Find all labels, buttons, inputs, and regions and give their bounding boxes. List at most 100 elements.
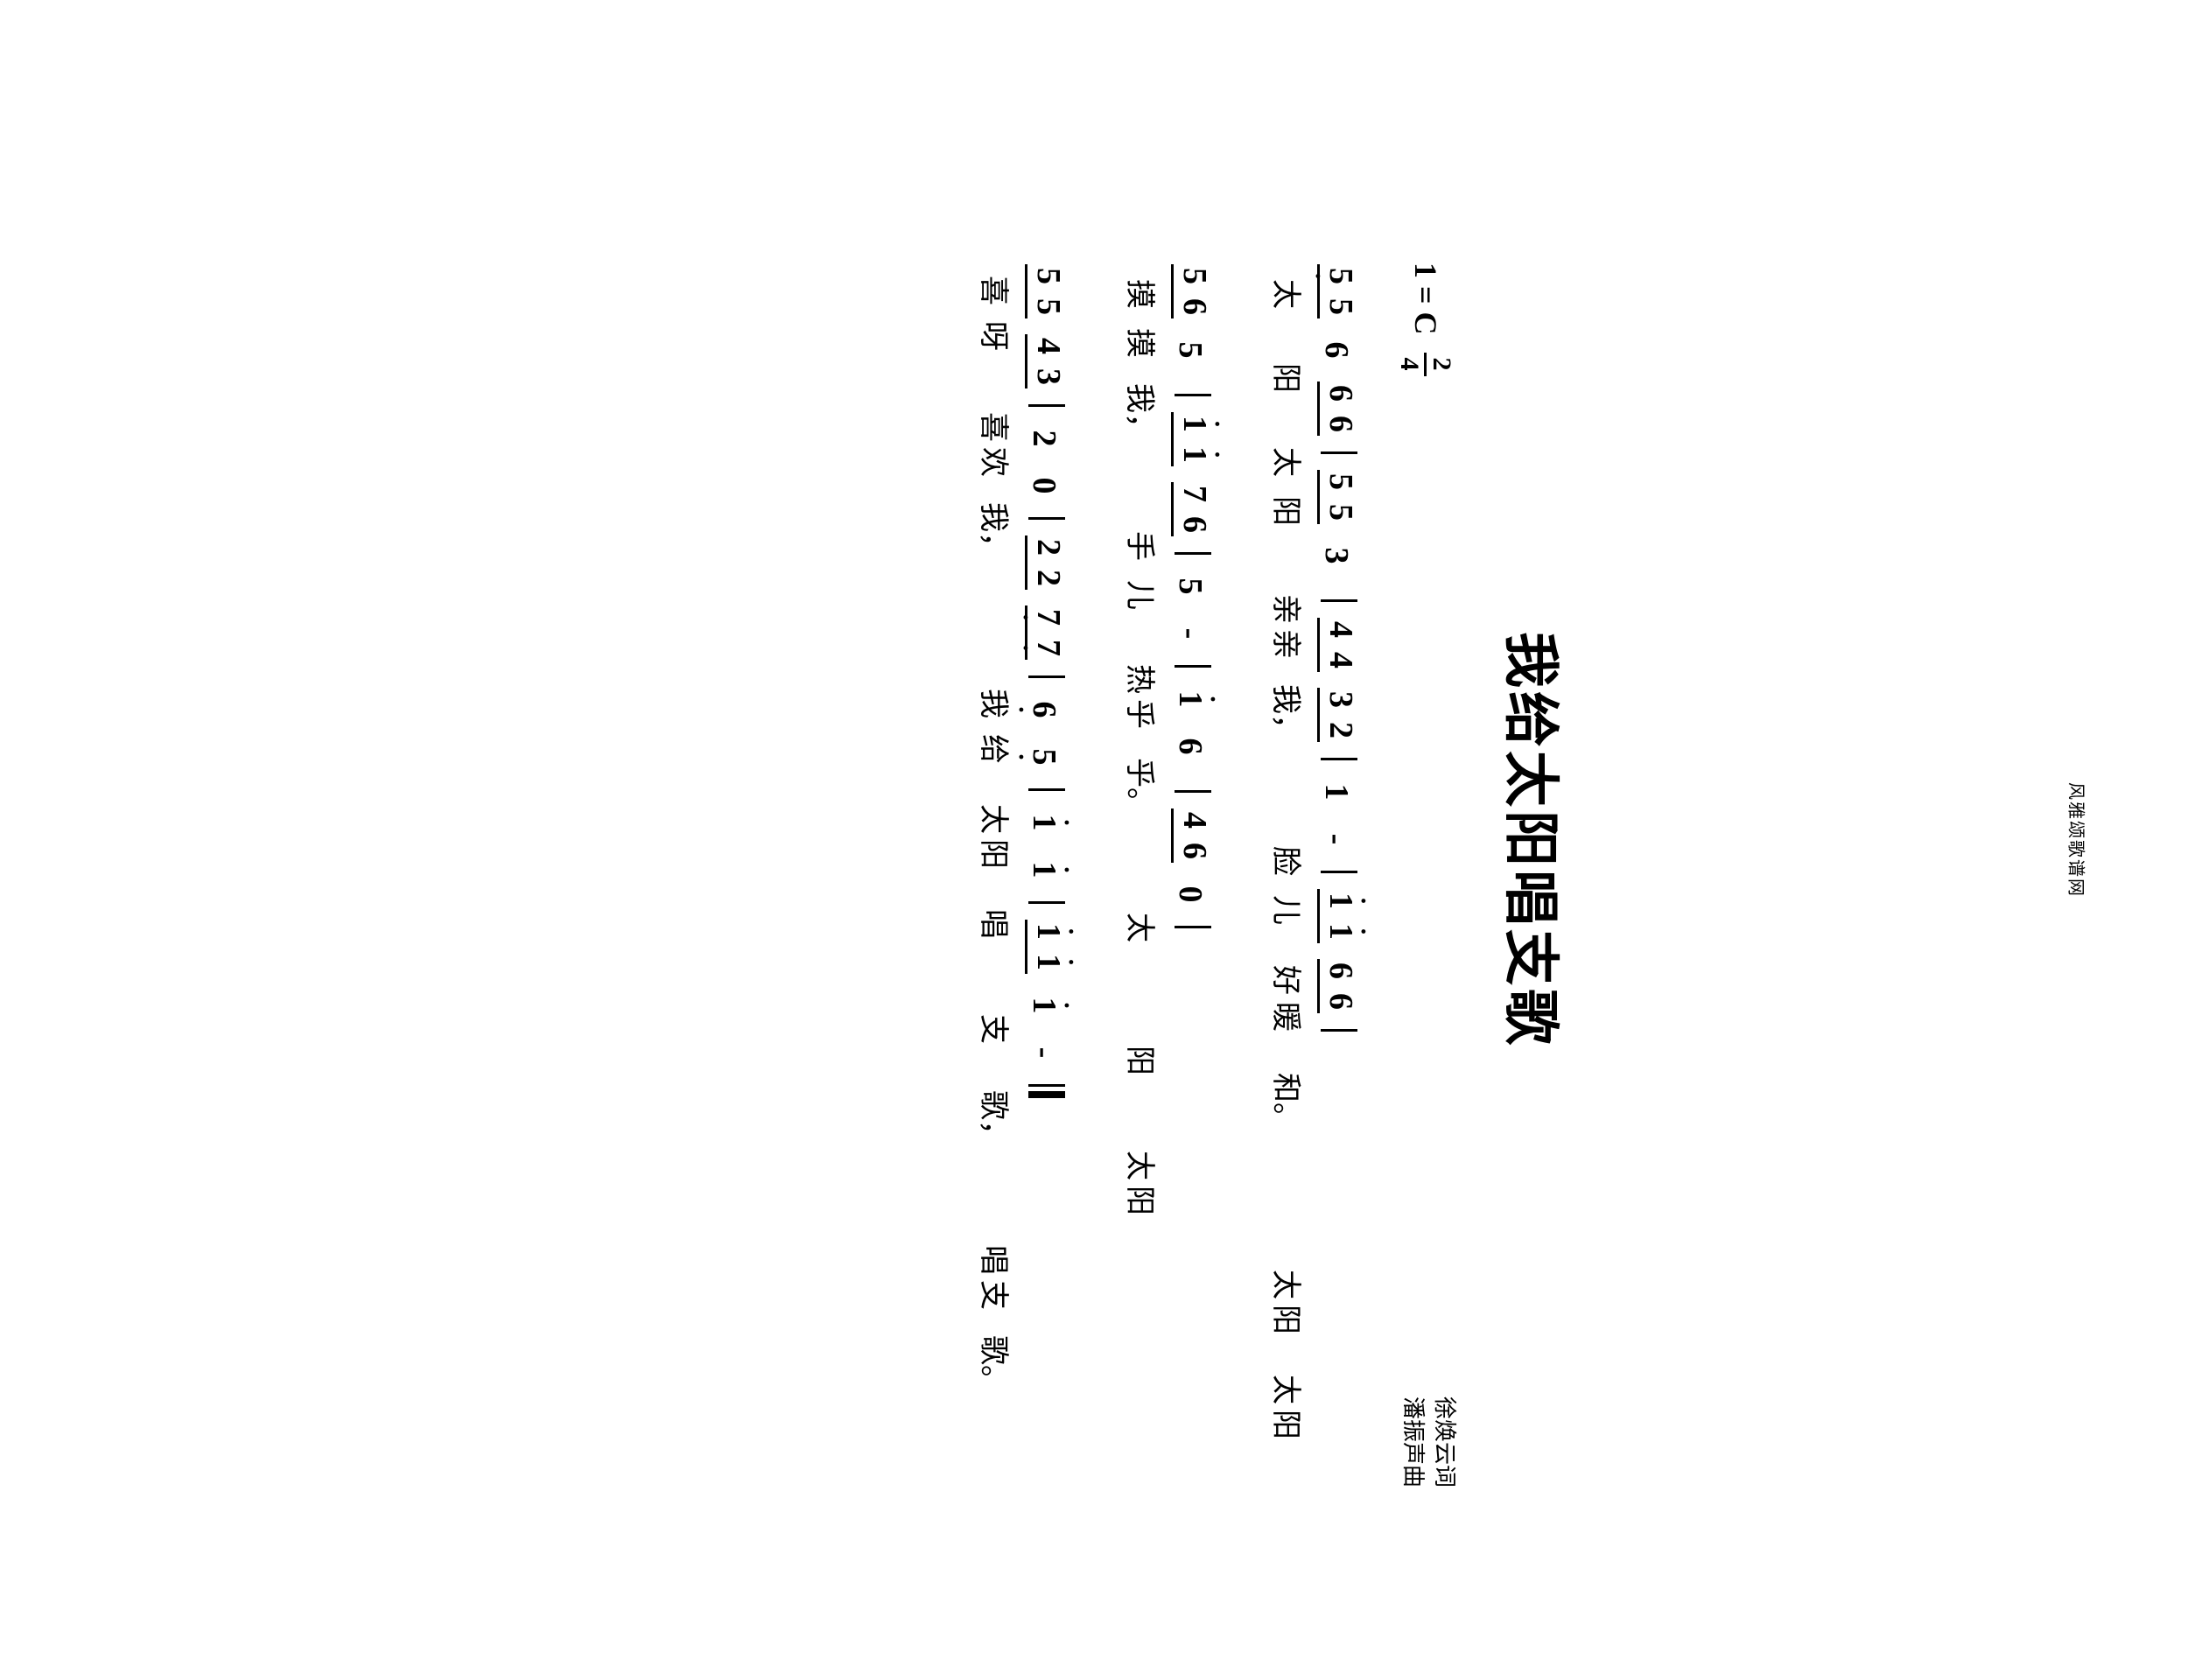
lyric: 摸 — [1121, 326, 1164, 360]
note: 4 — [1175, 808, 1214, 832]
note: 5 — [1025, 746, 1063, 769]
note-cell: 1 — [1317, 774, 1356, 809]
lyric — [1267, 1337, 1310, 1372]
barline — [1028, 788, 1065, 791]
score-line: 5566655344321-1166太阳太阳亲亲我，脸儿好暖和。太阳太阳 — [1267, 262, 1370, 1488]
beam-group: 77 — [1025, 606, 1068, 660]
note: 7 — [1175, 482, 1214, 506]
note-cell: 1 — [1025, 805, 1063, 840]
note: 1 — [1025, 811, 1063, 835]
barline — [1321, 452, 1357, 454]
barline — [1321, 871, 1357, 873]
lyric: 太 — [1267, 430, 1310, 494]
note: 5 — [1171, 339, 1210, 362]
lyric — [1121, 1253, 1164, 1288]
lyric: 亲 — [1267, 592, 1310, 626]
note-cell: 3 — [1317, 538, 1356, 573]
note: 6 — [1175, 295, 1214, 318]
note: 2 — [1029, 536, 1068, 559]
composer: 潘振声曲 — [1396, 1396, 1427, 1488]
barline — [1321, 758, 1357, 760]
note-cell: 6 — [1171, 729, 1210, 764]
lyric — [1267, 396, 1310, 430]
lyric: 阳 — [1121, 1043, 1164, 1078]
note: 6 — [1322, 382, 1360, 405]
lyric: 脸 — [1267, 830, 1310, 892]
note: 0 — [1171, 883, 1210, 906]
lyric: 呀 — [975, 318, 1018, 354]
note-cell: 1 — [1025, 852, 1063, 887]
lyric — [1267, 326, 1310, 360]
lyric: 喜 — [975, 262, 1018, 318]
notes-row: 5566655344321-1166 — [1317, 262, 1370, 1488]
lyric — [1121, 980, 1164, 1043]
barline — [1028, 901, 1065, 904]
lyric — [1267, 528, 1310, 592]
beam-group: 55 — [1317, 470, 1360, 524]
note: 6 — [1025, 698, 1063, 722]
lyric — [975, 1172, 1018, 1208]
score-line: 56511765-16460摸摸我，手儿热乎乎。太阳太阳 — [1121, 262, 1224, 1488]
lyric: 歌， — [975, 1102, 1018, 1138]
beam-group: 66 — [1317, 382, 1360, 436]
note-cell: 5 — [1025, 739, 1063, 774]
note-cell: 6 — [1317, 332, 1356, 368]
lyric — [1121, 430, 1164, 466]
note: 3 — [1029, 365, 1068, 388]
note: 5 — [1175, 264, 1214, 288]
footer-watermark: 风雅颂歌谱网 — [2065, 782, 2091, 898]
lyric: 阳 — [1267, 494, 1310, 528]
lyric: 阳 — [1267, 1407, 1310, 1442]
time-denominator: 4 — [1396, 358, 1424, 371]
beam-group: 11 — [1317, 889, 1360, 943]
beam-group: 11 — [1171, 412, 1214, 466]
barline — [1321, 599, 1357, 602]
meta-row: 1 = C 2 4 徐焕云词 潘振声曲 — [1396, 140, 1460, 1540]
lyric — [1121, 875, 1164, 910]
beam-group: 55 — [1025, 264, 1068, 318]
barline — [1175, 790, 1211, 793]
beam-group: 44 — [1317, 618, 1360, 672]
key-text: 1 = C — [1407, 262, 1444, 335]
note: 5 — [1171, 575, 1210, 598]
lyric — [1267, 1169, 1310, 1232]
lyric: 阳 — [1267, 1302, 1310, 1337]
note: 1 — [1175, 412, 1214, 436]
note: 6 — [1171, 735, 1210, 759]
lyric — [975, 1382, 1018, 1418]
lyric: 热 — [1121, 662, 1164, 696]
beam-group: 32 — [1317, 688, 1360, 742]
lyric: 儿 — [1121, 564, 1164, 626]
lyric: 支 — [975, 1278, 1018, 1312]
lyric — [975, 1138, 1018, 1172]
lyric — [1267, 1134, 1310, 1169]
note: 6 — [1322, 990, 1360, 1013]
lyric: 我， — [1267, 696, 1310, 732]
lyric — [1267, 732, 1310, 794]
lyric: 我， — [975, 514, 1018, 550]
lyric: 乎。 — [1121, 770, 1164, 805]
lyric — [975, 976, 1018, 1012]
dash: - — [1025, 1035, 1063, 1070]
lyric — [1267, 1232, 1310, 1267]
lyric: 阳 — [1121, 1183, 1164, 1218]
lyric: 和。 — [1267, 1071, 1310, 1134]
lyric — [975, 1208, 1018, 1242]
barline — [1175, 394, 1211, 396]
lyric: 阳 — [975, 836, 1018, 872]
lyric — [975, 1418, 1018, 1452]
lyric: 唱 — [975, 906, 1018, 942]
lyricist: 徐焕云词 — [1428, 1396, 1460, 1488]
lyric — [1267, 928, 1310, 962]
credits: 徐焕云词 潘振声曲 — [1396, 1396, 1460, 1488]
barline — [1175, 665, 1211, 668]
lyric — [1121, 466, 1164, 528]
lyric — [1121, 805, 1164, 840]
lyric — [975, 942, 1018, 976]
dash: - — [1171, 616, 1210, 651]
barline — [1175, 926, 1211, 928]
lyric: 太 — [1267, 1372, 1310, 1407]
note: 6 — [1317, 339, 1356, 362]
note-cell: 5 — [1171, 569, 1210, 604]
note: 5 — [1029, 295, 1068, 318]
